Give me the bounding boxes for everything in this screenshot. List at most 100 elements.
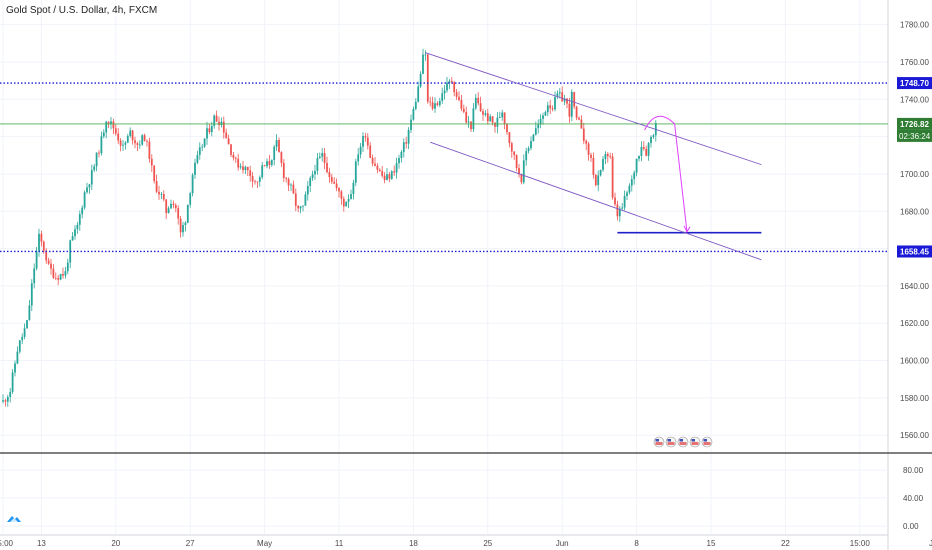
- candle: [606, 152, 609, 163]
- candle: [614, 192, 616, 207]
- candle: [153, 165, 156, 184]
- candle-body: [489, 116, 492, 122]
- candle: [626, 190, 628, 200]
- candle: [585, 139, 588, 150]
- candle-body: [282, 162, 285, 178]
- candle: [400, 150, 403, 163]
- candle: [83, 190, 86, 210]
- candle-body: [42, 241, 45, 251]
- candle-body: [506, 123, 508, 133]
- candle-body: [270, 159, 273, 165]
- candle: [472, 103, 475, 132]
- y-tick-label: 1780.00: [900, 21, 929, 30]
- candle: [131, 130, 134, 145]
- candle-body: [381, 171, 384, 176]
- candle-body: [102, 132, 105, 137]
- candle-body: [21, 336, 24, 341]
- candle-body: [573, 91, 576, 107]
- candle-body: [630, 179, 633, 186]
- candle-body: [266, 161, 268, 167]
- candle-body: [242, 166, 244, 171]
- candle: [76, 221, 79, 234]
- event-flag-icon: [677, 436, 689, 448]
- candle-body: [86, 187, 88, 193]
- candle: [172, 200, 175, 209]
- candle-body: [626, 192, 628, 196]
- candle-body: [350, 194, 352, 199]
- candle-body: [83, 192, 86, 208]
- candle: [261, 162, 264, 180]
- candle: [213, 114, 216, 129]
- candle-body: [477, 97, 480, 104]
- candle-body: [258, 177, 261, 182]
- candle: [230, 144, 232, 158]
- candle-body: [486, 113, 489, 122]
- tradingview-logo-icon[interactable]: [6, 511, 22, 529]
- candle-body: [642, 147, 645, 149]
- candle-body: [292, 184, 295, 194]
- candle-body: [326, 162, 328, 173]
- y-tick-label: 1600.00: [900, 357, 929, 366]
- candle-body: [208, 128, 211, 133]
- candle: [196, 150, 199, 165]
- candle: [498, 111, 501, 119]
- candle-body: [443, 90, 446, 94]
- candle-body: [81, 207, 84, 215]
- candle-body: [460, 99, 463, 109]
- candle: [117, 128, 120, 145]
- candle: [150, 154, 153, 172]
- candle: [93, 163, 96, 173]
- candle-body: [530, 140, 532, 149]
- candle-body: [244, 166, 247, 171]
- candle: [388, 172, 391, 183]
- candle: [98, 150, 100, 158]
- candle-body: [186, 204, 189, 223]
- candle: [558, 87, 561, 99]
- candle-body: [23, 328, 26, 337]
- candle-body: [141, 135, 144, 145]
- candle: [407, 127, 410, 150]
- candle: [189, 191, 192, 208]
- candle-body: [138, 144, 141, 146]
- candle: [441, 87, 444, 104]
- candle-body: [172, 203, 175, 206]
- channel-upper-line: [425, 52, 762, 166]
- candle: [513, 151, 516, 160]
- candle: [57, 274, 60, 286]
- candle-body: [162, 194, 165, 200]
- candle: [167, 206, 170, 214]
- candle: [299, 206, 302, 214]
- candle-body: [287, 178, 290, 186]
- candle: [249, 165, 252, 182]
- candle: [434, 97, 436, 113]
- candle: [6, 394, 9, 407]
- candle-body: [650, 136, 652, 144]
- candle: [280, 151, 283, 167]
- candle: [302, 205, 304, 212]
- candle-body: [359, 146, 362, 155]
- resistance-price-tag: [897, 77, 932, 90]
- candle-body: [510, 143, 513, 152]
- candle-body: [402, 142, 405, 152]
- candle-body: [417, 86, 420, 102]
- candle: [352, 179, 355, 200]
- candle: [126, 133, 129, 144]
- candle: [268, 154, 271, 169]
- candle-body: [14, 363, 16, 373]
- candle-body: [587, 143, 590, 155]
- candle-body: [436, 103, 439, 106]
- candle-body: [57, 277, 60, 280]
- y-tick-label: 1700.00: [900, 170, 929, 179]
- candle: [474, 93, 477, 111]
- candle: [342, 196, 345, 212]
- candle-body: [431, 102, 434, 109]
- x-tick-label: 27: [186, 539, 195, 548]
- candle: [112, 118, 115, 135]
- y-tick-label: 1580.00: [900, 394, 929, 403]
- candle: [78, 210, 81, 231]
- candle-body: [201, 146, 204, 148]
- candle-body: [374, 163, 376, 166]
- candle-body: [225, 132, 228, 139]
- candle-body: [609, 156, 612, 158]
